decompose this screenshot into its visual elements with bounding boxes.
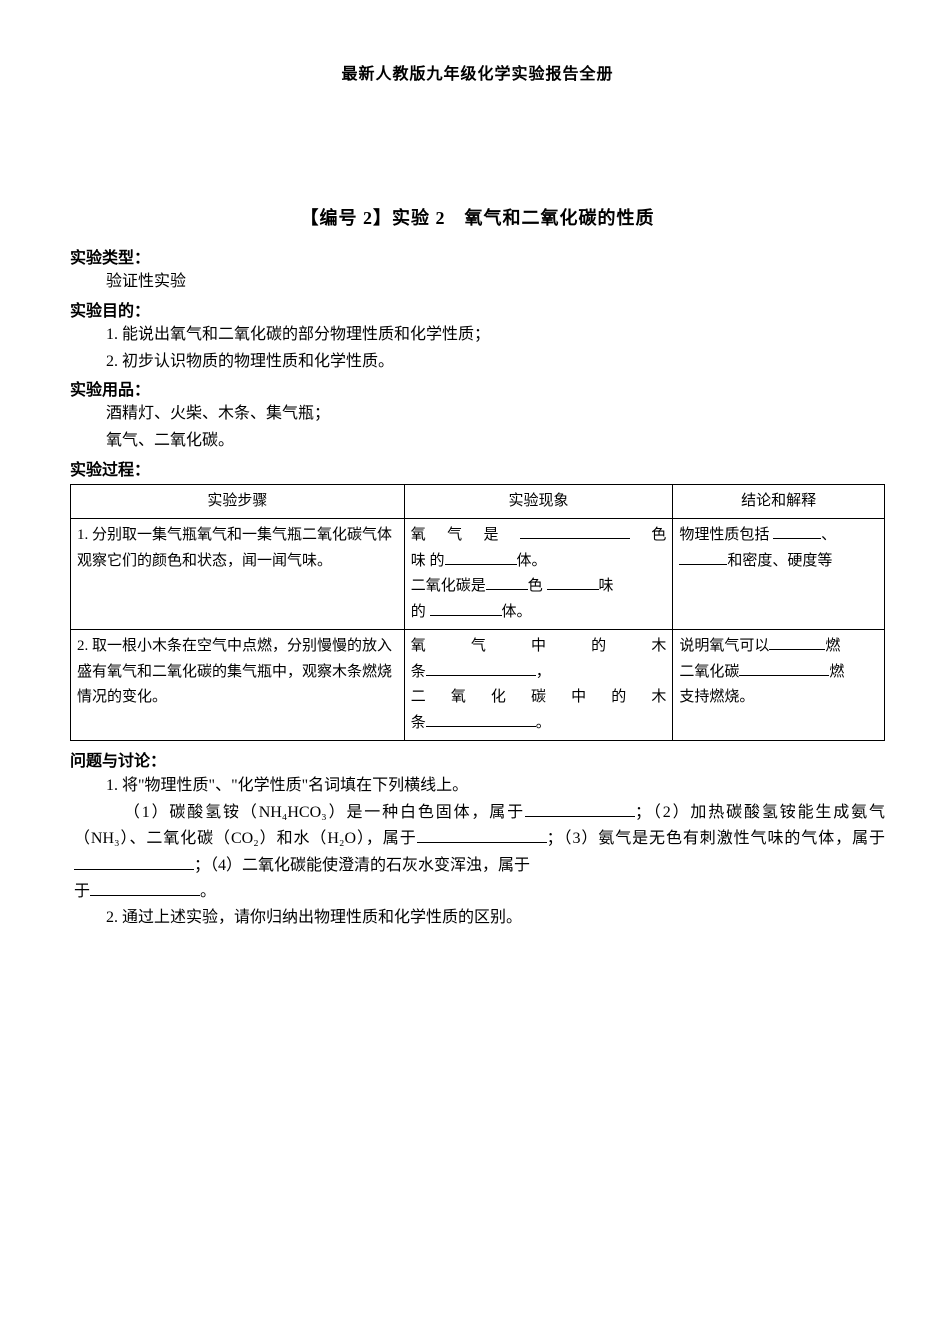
conc1-t2: 、 <box>821 527 836 543</box>
document-page: 最新人教版九年级化学实验报告全册 【编号 2】实验 2 氧气和二氧化碳的性质 实… <box>0 0 945 992</box>
conc2-t5: 支持燃烧。 <box>679 689 754 705</box>
blank <box>520 523 630 539</box>
conc2-t1: 说明氧气可以 <box>679 638 769 654</box>
blank <box>74 853 194 870</box>
conc2-t4: 燃 <box>829 664 844 680</box>
obs1-t9: 体。 <box>502 604 532 620</box>
purpose-line-2: 2. 初步认识物质的物理性质和化学性质。 <box>106 350 885 375</box>
blank <box>769 634 825 650</box>
blank <box>426 660 536 676</box>
label-discussion: 问题与讨论： <box>70 747 885 771</box>
conc2-t3: 二氧化碳 <box>679 664 739 680</box>
cell-obs-2: 氧气中的木 条， 二氧化碳中的木 条。 <box>404 630 673 741</box>
obs1-t7: 味 <box>599 578 614 594</box>
obs1-t3: 味 的 <box>411 553 445 569</box>
materials-line-2: 氧气、二氧化碳。 <box>106 429 885 454</box>
disc-p4: ；（4）二氧化碳能使澄清的石灰水变浑浊，属于 <box>194 857 530 874</box>
obs2-t3: ， <box>536 664 551 680</box>
disc-p5: 。 <box>200 883 216 900</box>
blank <box>445 549 517 565</box>
blank <box>417 826 547 843</box>
materials-line-1: 酒精灯、火柴、木条、集气瓶； <box>106 402 885 427</box>
table-row: 1. 分别取一集气瓶氧气和一集气瓶二氧化碳气体观察它们的颜色和状态，闻一闻气味。… <box>71 519 885 630</box>
table-row: 2. 取一根小木条在空气中点燃，分别慢慢的放入盛有氧气和二氧化碳的集气瓶中，观察… <box>71 630 885 741</box>
obs1-t1: 氧气是 <box>411 527 520 543</box>
experiment-table: 实验步骤 实验现象 结论和解释 1. 分别取一集气瓶氧气和一集气瓶二氧化碳气体观… <box>70 484 885 742</box>
label-type: 实验类型： <box>70 244 885 268</box>
obs2-t5: 条 <box>411 715 426 731</box>
blank <box>430 600 502 616</box>
obs2-t4: 二氧化碳中的木 <box>411 689 667 705</box>
experiment-title: 【编号 2】实验 2 氧气和二氧化碳的性质 <box>70 204 885 230</box>
discussion-paragraph: （1）碳酸氢铵（NH₄HCO₃）是一种白色固体，属于；（2）加热碳酸氢铵能生成氨… <box>74 800 885 906</box>
blank <box>773 523 821 539</box>
obs2-t1: 氧气中的木 <box>411 638 667 654</box>
cell-conc-1: 物理性质包括 、 和密度、硬度等 <box>673 519 885 630</box>
obs1-t6: 色 <box>528 578 543 594</box>
cell-conc-2: 说明氧气可以燃 二氧化碳燃 支持燃烧。 <box>673 630 885 741</box>
blank <box>90 879 200 896</box>
th-step: 实验步骤 <box>71 484 405 519</box>
blank <box>679 549 727 565</box>
disc-p3: ；（3）氨气是无色有刺激性气味的气体，属于 <box>547 830 885 847</box>
table-header-row: 实验步骤 实验现象 结论和解释 <box>71 484 885 519</box>
disc-p1: （1）碳酸氢铵（NH₄HCO₃）是一种白色固体，属于 <box>122 804 525 821</box>
type-text: 验证性实验 <box>106 270 885 295</box>
label-process: 实验过程： <box>70 456 885 480</box>
discussion-line-2: 2. 通过上述实验，请你归纳出物理性质和化学性质的区别。 <box>74 905 885 931</box>
blank <box>426 711 536 727</box>
conc1-t1: 物理性质包括 <box>679 527 769 543</box>
conc2-t2: 燃 <box>825 638 840 654</box>
purpose-line-1: 1. 能说出氧气和二氧化碳的部分物理性质和化学性质； <box>106 323 885 348</box>
discussion-line-1: 1. 将"物理性质"、"化学性质"名词填在下列横线上。 <box>74 773 885 799</box>
obs2-t2: 条 <box>411 664 426 680</box>
blank <box>525 800 635 817</box>
obs2-t6: 。 <box>536 715 551 731</box>
blank <box>486 574 528 590</box>
th-observation: 实验现象 <box>404 484 673 519</box>
label-materials: 实验用品： <box>70 376 885 400</box>
label-purpose: 实验目的： <box>70 297 885 321</box>
obs1-t8: 的 <box>411 604 426 620</box>
discussion-section: 问题与讨论： 1. 将"物理性质"、"化学性质"名词填在下列横线上。 （1）碳酸… <box>70 747 885 931</box>
th-conclusion: 结论和解释 <box>673 484 885 519</box>
disc-p4b: 于 <box>74 883 90 900</box>
cell-step-1: 1. 分别取一集气瓶氧气和一集气瓶二氧化碳气体观察它们的颜色和状态，闻一闻气味。 <box>71 519 405 630</box>
conc1-t3: 和密度、硬度等 <box>727 553 832 569</box>
cell-obs-1: 氧气是色 味 的体。 二氧化碳是色 味 的 体。 <box>404 519 673 630</box>
obs1-t5: 二氧化碳是 <box>411 578 486 594</box>
cell-step-2: 2. 取一根小木条在空气中点燃，分别慢慢的放入盛有氧气和二氧化碳的集气瓶中，观察… <box>71 630 405 741</box>
page-header: 最新人教版九年级化学实验报告全册 <box>70 60 885 84</box>
obs1-t4: 体。 <box>517 553 547 569</box>
blank <box>739 660 829 676</box>
blank <box>547 574 599 590</box>
obs1-t2: 色 <box>630 527 666 543</box>
